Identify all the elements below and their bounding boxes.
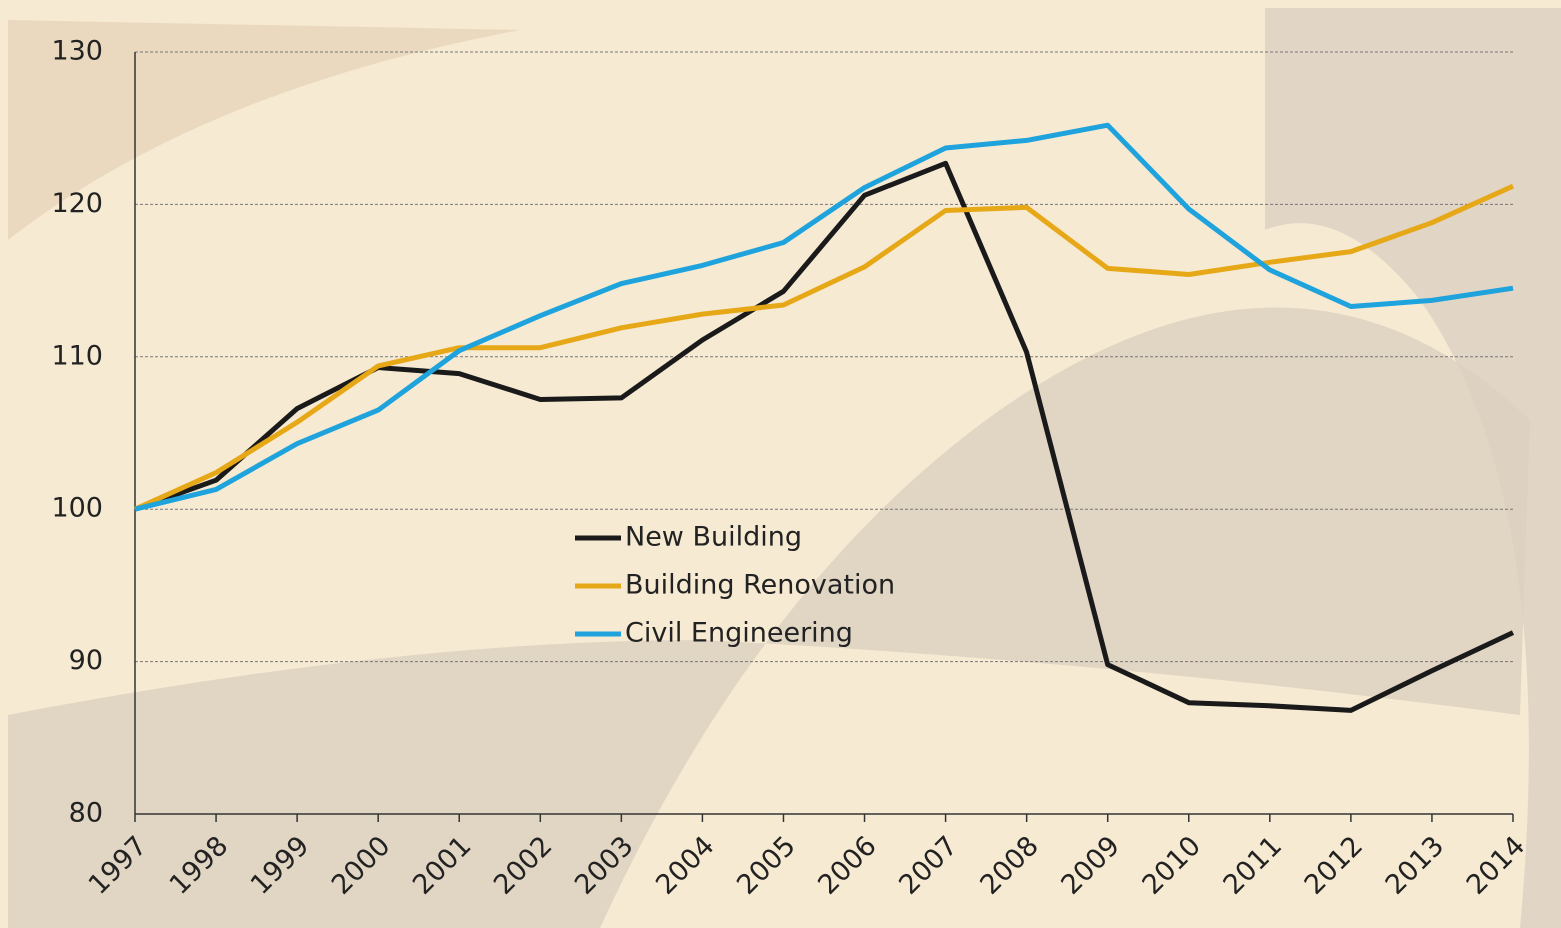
y-tick-label: 100 — [51, 493, 103, 524]
legend-label: Building Renovation — [625, 570, 895, 601]
y-tick-label: 110 — [51, 340, 103, 371]
legend-label: New Building — [625, 522, 802, 553]
y-tick-label: 130 — [51, 36, 103, 67]
legend-label: Civil Engineering — [625, 618, 853, 649]
y-tick-label: 90 — [69, 645, 103, 676]
y-tick-label: 120 — [51, 188, 103, 219]
chart: 8090100110120130199719981999200020012002… — [0, 0, 1561, 928]
y-tick-label: 80 — [69, 798, 103, 829]
